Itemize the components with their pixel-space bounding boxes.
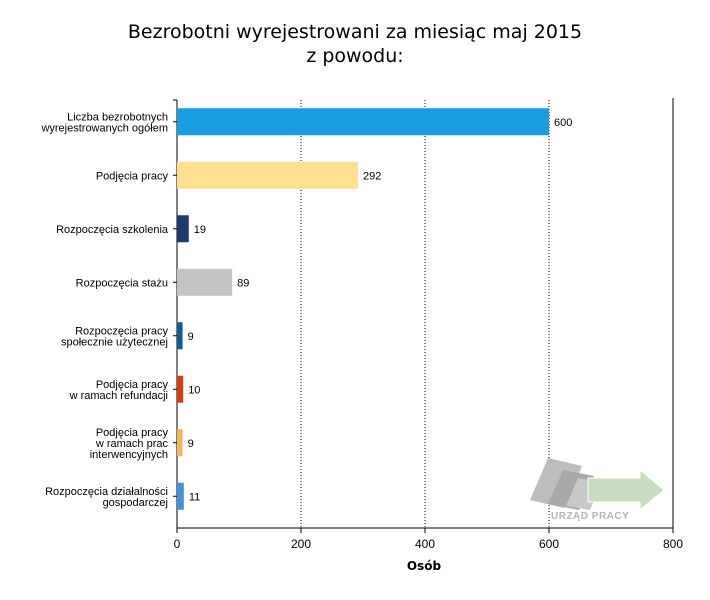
category-label: Liczba bezrobotnych wyrejestrowanych ogół… (40, 111, 168, 134)
category-label: Podjęcia pracy (96, 170, 169, 182)
value-label: 9 (188, 331, 194, 343)
x-tick-label: 400 (415, 537, 435, 551)
category-label-line: Rozpoczęcia pracy (75, 325, 168, 337)
chart-title-line-2: z powodu: (306, 45, 404, 67)
x-axis-label: Osób (407, 559, 442, 573)
bar (177, 215, 189, 243)
category-label-line: wyrejestrowanych ogółem (40, 122, 168, 134)
category-label-line: Rozpoczęcia stażu (76, 277, 168, 289)
x-tick-label: 600 (539, 537, 559, 551)
category-label: Rozpoczęcia stażu (76, 277, 168, 289)
category-label-line: interwencyjnych (90, 449, 168, 461)
value-labels: 600 292 19 89 9 10 9 11 (188, 117, 573, 504)
bar (177, 429, 183, 457)
category-label: Rozpoczęcia działalności gospodarczej (45, 486, 168, 509)
x-tick-label: 0 (174, 537, 181, 551)
category-label-line: Podjęcia pracy (96, 379, 169, 391)
category-label: Rozpoczęcia szkolenia (56, 224, 169, 236)
bar (177, 268, 233, 296)
value-label: 600 (554, 117, 572, 129)
category-label: Rozpoczęcia pracy społecznie użytecznej (61, 325, 169, 348)
bar (177, 322, 183, 350)
value-label: 19 (194, 224, 206, 236)
value-label: 9 (188, 438, 194, 450)
category-label-line: w ramach refundacji (69, 390, 168, 402)
bar (177, 375, 184, 403)
x-tick-label: 800 (663, 537, 683, 551)
value-label: 292 (363, 170, 381, 182)
value-label: 10 (188, 384, 200, 396)
bar (177, 482, 184, 510)
category-label-line: Liczba bezrobotnych (67, 111, 168, 123)
category-label-line: społecznie użytecznej (61, 336, 168, 348)
axes (173, 98, 674, 533)
category-label: Podjęcia pracy w ramach prac interwencyjny… (90, 427, 169, 461)
x-tick-labels: 0 200 400 600 800 (174, 537, 684, 551)
category-label-line: Podjęcia pracy (96, 170, 169, 182)
value-label: 11 (189, 491, 200, 503)
category-label-line: Podjęcia pracy (96, 427, 169, 439)
category-label-line: Rozpoczęcia działalności (45, 486, 168, 498)
urzad-pracy-logo-icon (530, 458, 665, 512)
chart-title: Bezrobotni wyrejestrowani za miesiąc maj… (0, 20, 710, 68)
category-labels: Liczba bezrobotnych wyrejestrowanych ogół… (40, 111, 168, 509)
bars (177, 108, 549, 510)
bar (177, 108, 549, 136)
category-label-line: Rozpoczęcia szkolenia (56, 224, 169, 236)
urzad-pracy-logo: URZĄD PRACY (530, 458, 665, 522)
category-label: Podjęcia pracy w ramach refundacji (69, 379, 169, 402)
urzad-pracy-logo-text: URZĄD PRACY (551, 511, 629, 522)
value-label: 89 (237, 277, 249, 289)
category-label-line: w ramach prac (95, 438, 169, 450)
chart-title-line-1: Bezrobotni wyrejestrowani za miesiąc maj… (127, 21, 583, 43)
category-label-line: gospodarczej (103, 497, 168, 509)
bar (177, 161, 359, 189)
x-tick-label: 200 (291, 537, 311, 551)
